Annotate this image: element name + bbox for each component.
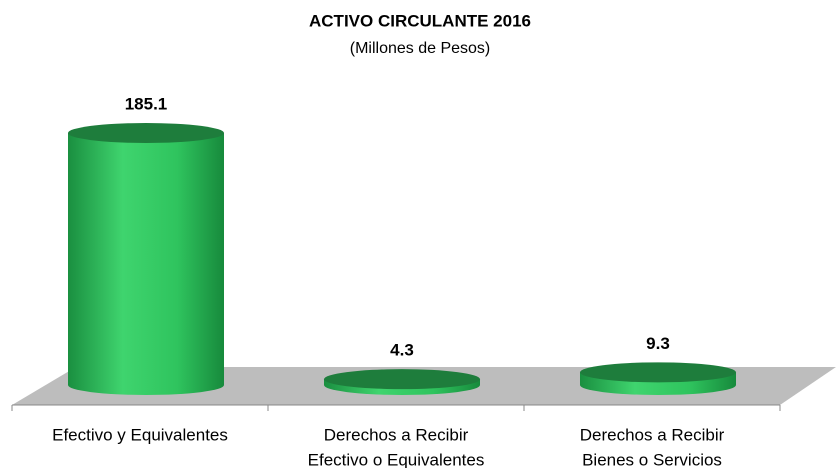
value-label: 9.3 <box>646 334 670 353</box>
x-tick-label: Efectivo o Equivalentes <box>308 450 485 468</box>
x-tick-label: Derechos a Recibir <box>324 425 469 444</box>
bar-top <box>324 369 480 390</box>
chart-subtitle: (Millones de Pesos) <box>350 40 491 57</box>
x-tick-label: Efectivo y Equivalentes <box>52 425 228 444</box>
value-label: 4.3 <box>390 341 414 360</box>
bar-top <box>580 362 736 383</box>
x-tick-label: Derechos a Recibir <box>580 425 725 444</box>
bar <box>68 133 224 395</box>
chart-title: ACTIVO CIRCULANTE 2016 <box>309 11 531 30</box>
value-label: 185.1 <box>125 94 168 113</box>
x-tick-label: Bienes o Servicios <box>582 450 722 468</box>
bar-top <box>68 123 224 143</box>
